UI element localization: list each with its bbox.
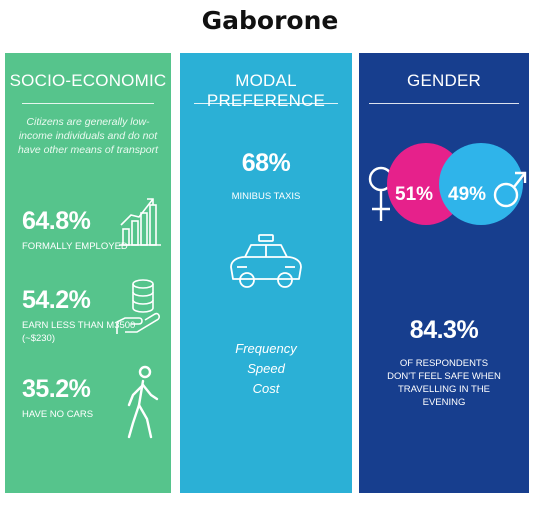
- socio-intro-text: Citizens are generally low-income indivi…: [17, 116, 159, 156]
- income-label-usd: (~$230): [22, 333, 56, 344]
- male-share-value: 49%: [448, 184, 487, 205]
- unsafe-label-line-4: EVENING: [422, 397, 466, 408]
- reason-frequency: Frequency: [235, 341, 297, 356]
- minibus-value: 68%: [241, 149, 291, 177]
- income-label: EARN LESS THAN M3500: [22, 320, 136, 331]
- reason-speed: Speed: [247, 361, 285, 376]
- female-share-value: 51%: [395, 184, 434, 205]
- no-cars-label: HAVE NO CARS: [22, 409, 94, 420]
- gender-heading: GENDER: [407, 71, 481, 90]
- unsafe-label-line-2: DON'T FEEL SAFE WHEN: [387, 371, 501, 382]
- modal-preference-heading: MODAL PREFERENCE: [206, 71, 326, 110]
- socio-economic-heading: SOCIO-ECONOMIC: [9, 71, 167, 90]
- socio-divider: [22, 103, 154, 104]
- unsafe-label-line-1: OF RESPONDENTS: [399, 358, 489, 369]
- walking-person-icon: [127, 365, 159, 439]
- gender-panel: GENDER 51% 49% 84.3% OF RESPONDENTS DON'…: [359, 53, 529, 493]
- modal-divider: [194, 103, 338, 104]
- unsafe-label-line-3: TRAVELLING IN THE: [397, 384, 491, 395]
- income-value: 54.2%: [22, 286, 91, 314]
- gender-divider: [369, 103, 519, 104]
- employed-value: 64.8%: [22, 207, 91, 235]
- coins-hand-icon: [116, 279, 160, 334]
- socio-economic-panel: SOCIO-ECONOMIC Citizens are generally lo…: [5, 53, 171, 493]
- unsafe-value: 84.3%: [409, 316, 479, 344]
- reason-cost: Cost: [252, 381, 280, 396]
- minibus-label: MINIBUS TAXIS: [231, 191, 301, 202]
- male-symbol-icon: [493, 171, 527, 208]
- bar-chart-icon: [119, 198, 161, 246]
- page-title: Gaborone: [201, 6, 339, 35]
- modal-preference-panel: MODAL PREFERENCE 68% MINIBUS TAXIS Frequ…: [180, 53, 352, 493]
- taxi-icon: [230, 234, 302, 288]
- no-cars-value: 35.2%: [22, 375, 91, 403]
- employed-label: FORMALLY EMPLOYED: [22, 241, 128, 252]
